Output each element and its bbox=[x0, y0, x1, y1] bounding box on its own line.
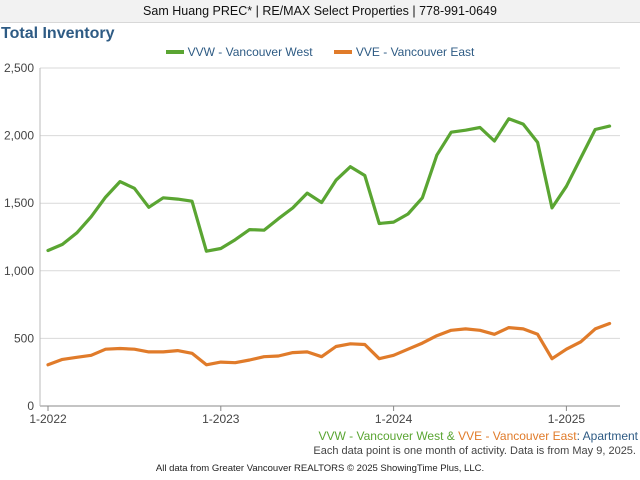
inventory-line-chart: 0 500 1,000 1,500 2,000 2,500 1-2022 1-2023 1-20… bbox=[4, 61, 620, 426]
y-tick-label: 500 bbox=[14, 331, 34, 345]
legend-item-vvw[interactable]: VVW - Vancouver West bbox=[165, 45, 313, 59]
footer-credit: All data from Greater Vancouver REALTORS… bbox=[155, 463, 485, 474]
legend-label-vvw: VVW - Vancouver West bbox=[187, 45, 313, 59]
x-tick-label: 1-2024 bbox=[375, 412, 413, 426]
series-line-vve bbox=[46, 321, 612, 367]
x-tick-label: 1-2022 bbox=[29, 412, 67, 426]
legend-swatch-vve bbox=[333, 49, 352, 54]
header-banner: Sam Huang PREC* | RE/MAX Select Properti… bbox=[0, 0, 640, 23]
legend-label-vve: VVE - Vancouver East bbox=[355, 45, 475, 59]
y-tick-label: 2,500 bbox=[4, 61, 34, 75]
y-tick-label: 0 bbox=[27, 399, 34, 413]
chart-legend: VVW - Vancouver West VVE - Vancouver Eas… bbox=[0, 45, 640, 59]
caption-sep: : bbox=[576, 429, 583, 443]
y-tick-label: 1,000 bbox=[4, 264, 34, 278]
y-tick-label: 2,000 bbox=[4, 129, 34, 143]
caption-property-type: Apartment bbox=[582, 429, 638, 443]
caption-vve: VVE - Vancouver East bbox=[458, 429, 577, 443]
chart-title: Total Inventory bbox=[1, 25, 115, 42]
x-tick-label: 1-2025 bbox=[548, 412, 586, 426]
x-tick-label: 1-2023 bbox=[202, 412, 240, 426]
caption-amp: & bbox=[443, 429, 459, 443]
series-caption: VVW - Vancouver West & VVE - Vancouver E… bbox=[319, 429, 638, 443]
series-line-vvw bbox=[46, 117, 612, 253]
caption-vvw: VVW - Vancouver West bbox=[318, 429, 444, 443]
legend-swatch-vvw bbox=[165, 49, 184, 54]
data-note: Each data point is one month of activity… bbox=[313, 445, 636, 457]
legend-item-vve[interactable]: VVE - Vancouver East bbox=[333, 45, 475, 59]
y-tick-label: 1,500 bbox=[4, 196, 34, 210]
